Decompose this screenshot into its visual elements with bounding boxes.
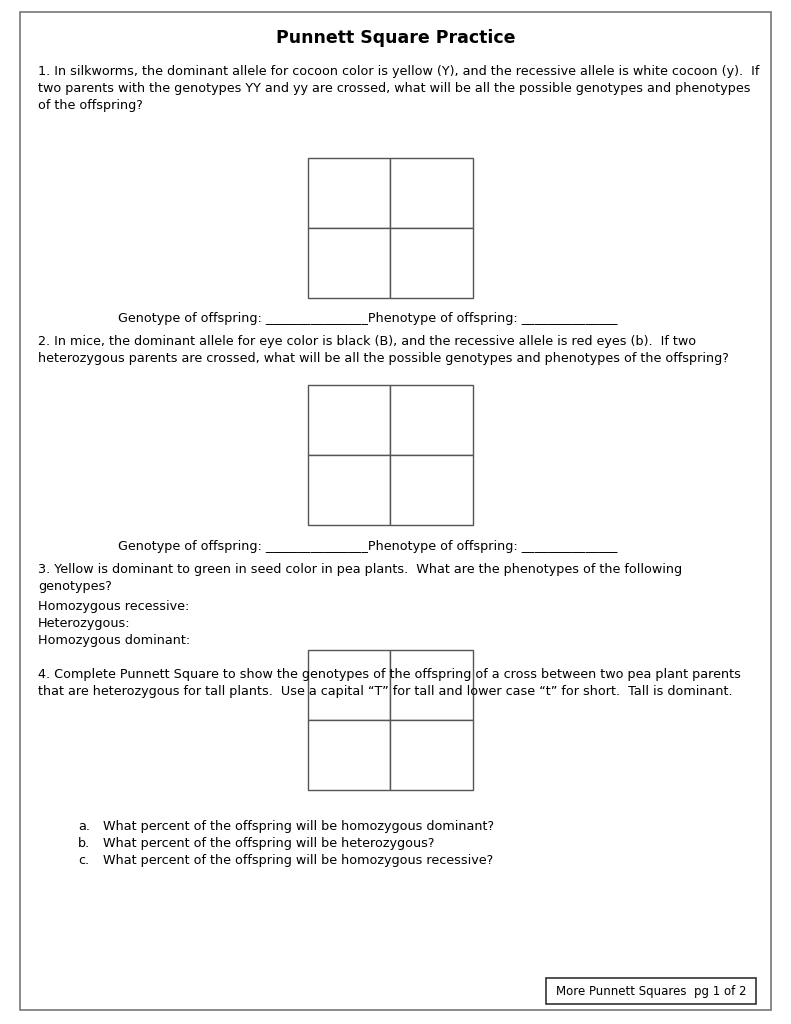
Bar — [308, 650, 390, 720]
Text: What percent of the offspring will be heterozygous?: What percent of the offspring will be he… — [103, 837, 434, 850]
Text: More Punnett Squares  pg 1 of 2: More Punnett Squares pg 1 of 2 — [556, 984, 746, 997]
Text: Punnett Square Practice: Punnett Square Practice — [276, 29, 515, 47]
Bar — [390, 650, 472, 720]
Text: Heterozygous:: Heterozygous: — [38, 617, 131, 630]
Bar — [308, 158, 390, 228]
Bar — [390, 720, 472, 790]
Text: 1. In silkworms, the dominant allele for cocoon color is yellow (Y), and the rec: 1. In silkworms, the dominant allele for… — [38, 65, 759, 112]
Bar — [390, 385, 472, 455]
Bar — [308, 228, 390, 298]
Bar — [390, 455, 472, 525]
Text: Homozygous recessive:: Homozygous recessive: — [38, 600, 189, 613]
Text: Genotype of offspring: ________________Phenotype of offspring: _______________: Genotype of offspring: ________________P… — [118, 312, 617, 325]
Text: What percent of the offspring will be homozygous dominant?: What percent of the offspring will be ho… — [103, 820, 494, 833]
Bar — [308, 720, 390, 790]
Text: a.: a. — [78, 820, 90, 833]
Text: Homozygous dominant:: Homozygous dominant: — [38, 634, 191, 647]
Bar — [390, 158, 472, 228]
Text: What percent of the offspring will be homozygous recessive?: What percent of the offspring will be ho… — [103, 854, 494, 867]
Bar — [308, 385, 390, 455]
Bar — [308, 455, 390, 525]
Text: 2. In mice, the dominant allele for eye color is black (B), and the recessive al: 2. In mice, the dominant allele for eye … — [38, 335, 729, 365]
Bar — [546, 978, 756, 1004]
Bar — [390, 228, 472, 298]
Text: 3. Yellow is dominant to green in seed color in pea plants.  What are the phenot: 3. Yellow is dominant to green in seed c… — [38, 563, 682, 593]
Text: Genotype of offspring: ________________Phenotype of offspring: _______________: Genotype of offspring: ________________P… — [118, 540, 617, 553]
Text: b.: b. — [78, 837, 90, 850]
Text: c.: c. — [78, 854, 89, 867]
Text: 4. Complete Punnett Square to show the genotypes of the offspring of a cross bet: 4. Complete Punnett Square to show the g… — [38, 668, 741, 698]
